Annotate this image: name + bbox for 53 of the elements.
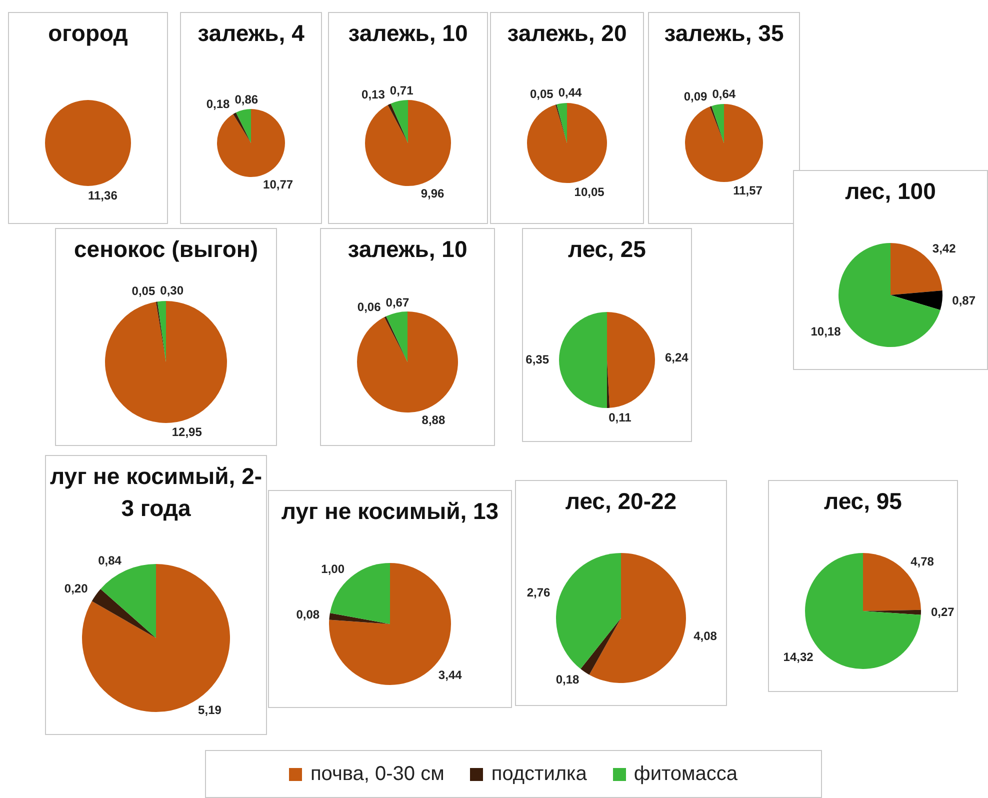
legend-label: фитомасса: [632, 762, 738, 786]
chart-title: луг не косимый, 13: [280, 497, 500, 526]
data-label: 8,88: [422, 413, 446, 428]
data-label: 0,18: [556, 672, 580, 687]
legend-label: почва, 0-30 см: [309, 762, 444, 786]
chart-title: залежь, 20: [506, 19, 628, 48]
data-label: 0,05: [530, 87, 554, 102]
data-label: 10,05: [574, 184, 605, 199]
data-label: 0,67: [386, 295, 410, 310]
data-label: 0,20: [64, 581, 88, 596]
data-label: 6,35: [526, 352, 550, 366]
data-label: 0,84: [98, 554, 122, 568]
data-label: 0,27: [930, 604, 955, 619]
data-label: 9,96: [420, 186, 445, 201]
legend-label: подстилка: [490, 762, 587, 786]
data-label: 3,44: [438, 668, 462, 682]
data-label: 11,36: [88, 188, 118, 202]
chart-title: сенокос (выгон): [73, 235, 259, 264]
data-label: 12,95: [172, 425, 202, 440]
data-label: 10,18: [810, 324, 842, 338]
data-label: 0,18: [206, 96, 230, 111]
data-label: 0,05: [132, 284, 156, 298]
data-label: 5,19: [198, 703, 222, 718]
chart-title: луг не косимый, 2-3 года: [48, 462, 264, 523]
chart-title: залежь, 4: [196, 19, 306, 48]
data-label: 3,42: [932, 242, 956, 256]
data-label: 0,44: [558, 86, 582, 100]
data-label: 0,86: [234, 92, 258, 106]
data-label: 0,13: [362, 88, 386, 102]
data-label: 0,08: [296, 607, 320, 622]
data-label: 0,11: [608, 410, 632, 424]
data-label: 0,06: [357, 300, 382, 314]
chart-title: залежь, 35: [663, 19, 785, 48]
chart-title: огород: [47, 19, 129, 48]
data-label: 2,76: [526, 586, 551, 600]
data-label: 0,64: [712, 86, 736, 101]
data-label: 0,09: [684, 89, 708, 104]
chart-title: лес, 20-22: [564, 487, 678, 516]
chart-title: залежь, 10: [346, 235, 468, 264]
data-label: 6,24: [664, 350, 689, 365]
data-label: 10,77: [263, 178, 294, 192]
data-label: 0,30: [160, 283, 184, 298]
chart-title: лес, 100: [844, 177, 937, 206]
data-label: 14,32: [783, 650, 814, 664]
chart-title: лес, 25: [567, 235, 647, 264]
chart-title: залежь, 10: [347, 19, 469, 48]
data-label: 0,87: [952, 294, 976, 308]
data-label: 4,08: [694, 629, 718, 644]
data-label: 0,71: [390, 83, 414, 98]
chart-title: лес, 95: [823, 487, 903, 516]
data-label: 11,57: [733, 183, 763, 198]
data-label: 1,00: [321, 562, 345, 576]
data-label: 4,78: [910, 554, 934, 569]
